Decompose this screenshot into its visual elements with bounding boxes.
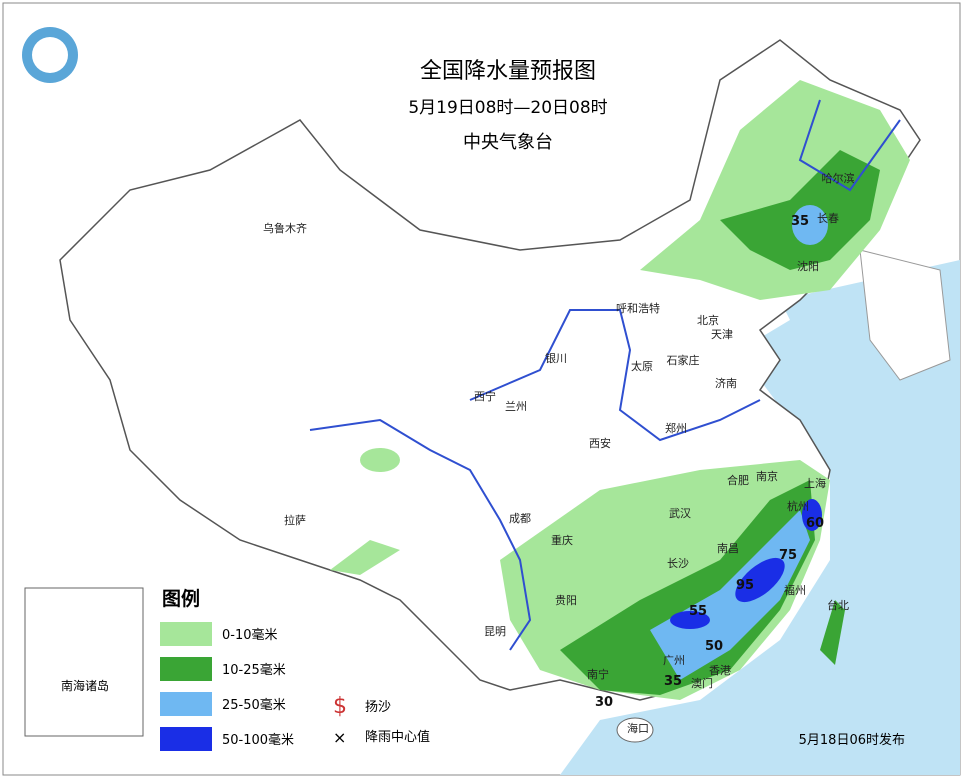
city-label: 石家庄 — [667, 353, 700, 367]
taiwan — [820, 600, 845, 665]
legend-title: 图例 — [162, 587, 200, 610]
rain-center-value: 35 — [664, 674, 682, 689]
city-label: 台北 — [827, 598, 849, 612]
korea — [859, 249, 951, 381]
legend-symbol-label: 扬沙 — [365, 700, 391, 715]
legend-label: 50-100毫米 — [222, 732, 294, 748]
city-label: 天津 — [711, 328, 733, 341]
city-label: 澳门 — [691, 676, 713, 690]
city-label: 福州 — [784, 583, 806, 597]
rain-25-50 — [650, 510, 810, 680]
city-label: 广州 — [663, 654, 685, 667]
rain-center-value: 50 — [705, 639, 723, 654]
city-label: 上海 — [804, 476, 826, 490]
city-label: 昆明 — [484, 625, 506, 638]
city-label: 长春 — [817, 212, 839, 225]
issued-time: 5月18日06时发布 — [799, 732, 905, 748]
legend-label: 0-10毫米 — [222, 627, 278, 643]
city-label: 哈尔滨 — [822, 171, 855, 185]
legend-swatch — [160, 657, 212, 681]
city-label: 南昌 — [717, 542, 739, 555]
inset-label: 南海诸岛 — [61, 678, 109, 693]
city-label: 乌鲁木齐 — [263, 221, 307, 235]
hainan — [616, 717, 654, 743]
rain-center-value: 75 — [779, 548, 797, 563]
river — [798, 99, 901, 192]
city-label: 海口 — [627, 721, 649, 735]
city-label: 郑州 — [665, 421, 687, 435]
city-label: 南京 — [756, 469, 778, 483]
legend-swatch — [160, 622, 212, 646]
city-label: 济南 — [715, 376, 737, 390]
rain-10-25 — [560, 480, 815, 695]
rain-50-100 — [802, 499, 822, 531]
city-label: 合肥 — [727, 473, 749, 487]
inset-frame — [24, 587, 144, 737]
rain-0-10 — [330, 540, 400, 575]
river — [469, 309, 761, 442]
river — [309, 418, 532, 651]
legend-swatch — [160, 692, 212, 716]
city-label: 西宁 — [474, 389, 496, 403]
rain-center-value: 95 — [736, 578, 754, 593]
sea — [560, 260, 960, 775]
city-label: 西安 — [589, 436, 611, 450]
city-label: 贵阳 — [555, 594, 577, 607]
cross-symbol: × — [333, 728, 346, 747]
rain-0-10 — [360, 448, 400, 472]
city-label: 兰州 — [505, 400, 527, 413]
city-label: 重庆 — [551, 533, 573, 547]
city-label: 拉萨 — [284, 513, 306, 527]
logo — [22, 27, 78, 83]
city-label: 杭州 — [787, 499, 809, 513]
rain-50-100 — [670, 611, 710, 629]
legend-symbol-label: 降雨中心值 — [365, 729, 430, 745]
city-label: 沈阳 — [797, 259, 819, 273]
issuer: 中央气象台 — [463, 132, 553, 153]
title: 全国降水量预报图 — [420, 59, 596, 84]
rain-25-50 — [792, 205, 828, 245]
city-label: 成都 — [509, 512, 531, 525]
rain-center-value: 55 — [689, 604, 707, 619]
rain-50-100 — [735, 557, 785, 603]
legend-label: 25-50毫米 — [222, 697, 286, 713]
legend-label: 10-25毫米 — [222, 662, 286, 678]
rain-center-value: 35 — [791, 214, 809, 229]
legend-swatch — [160, 727, 212, 751]
city-label: 银川 — [545, 351, 567, 365]
sand-symbol: $ — [333, 694, 347, 719]
city-label: 南宁 — [587, 667, 609, 681]
rain-center-value: 30 — [595, 695, 613, 710]
subtitle: 5月19日08时—20日08时 — [408, 98, 607, 118]
city-label: 北京 — [697, 313, 719, 327]
rain-center-value: 60 — [806, 516, 824, 531]
city-label: 香港 — [709, 664, 731, 677]
city-label: 呼和浩特 — [616, 301, 660, 315]
city-label: 武汉 — [669, 507, 691, 520]
city-label: 长沙 — [667, 557, 689, 570]
city-label: 太原 — [631, 360, 653, 373]
